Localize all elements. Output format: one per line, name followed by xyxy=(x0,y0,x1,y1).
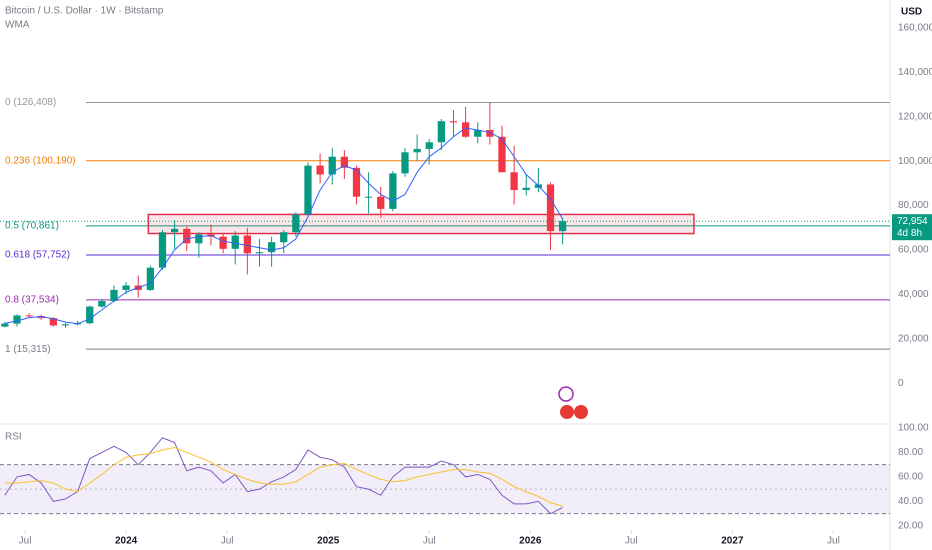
fib-label-bg xyxy=(0,248,86,261)
last-price-box xyxy=(892,214,932,241)
candle-body xyxy=(255,252,264,254)
fib-label-bg xyxy=(0,219,86,232)
candle-body xyxy=(510,172,518,191)
candle-body xyxy=(231,235,239,249)
candle-body xyxy=(49,318,57,326)
candle-body xyxy=(122,285,130,290)
x-tick-label: Jul xyxy=(221,536,234,547)
candle-body xyxy=(352,167,361,197)
candle-body xyxy=(522,187,530,191)
rsi-tick-label: 40.00 xyxy=(898,496,923,507)
candle-body xyxy=(146,267,154,290)
candle-body xyxy=(13,315,21,324)
candle-body xyxy=(158,232,167,268)
fib-label: 1 (15,315) xyxy=(5,344,51,355)
candle-body xyxy=(364,196,373,198)
candle-body xyxy=(1,323,9,327)
wma-line xyxy=(4,127,564,325)
x-tick-label: Jul xyxy=(827,536,840,547)
rsi-line xyxy=(4,437,563,515)
y-tick-label: 80,000 xyxy=(898,200,929,211)
fib-label: 0.8 (37,534) xyxy=(5,294,59,305)
candle-body xyxy=(328,156,336,175)
rsi-tick-label: 100.00 xyxy=(898,423,929,434)
candle-body xyxy=(292,214,300,233)
candle-body xyxy=(219,236,227,249)
y-tick-label: 0 xyxy=(898,378,904,389)
y-tick-label: 100,000 xyxy=(898,156,932,167)
candle-body xyxy=(280,232,288,243)
fib-label: 0 (126,408) xyxy=(5,97,56,108)
candle-body xyxy=(474,130,482,137)
zone xyxy=(147,213,695,235)
candle-body xyxy=(98,301,106,307)
rsi-line xyxy=(4,447,563,507)
candle-body xyxy=(377,196,385,209)
event-icon[interactable] xyxy=(560,405,574,419)
rsi-title: RSI xyxy=(5,432,22,443)
x-tick-label: 2025 xyxy=(317,536,340,547)
fib-label-bg xyxy=(0,293,86,306)
candle-body xyxy=(25,315,33,317)
y-tick-label: 140,000 xyxy=(898,67,932,78)
y-tick-label: 60,000 xyxy=(898,245,929,256)
currency: USD xyxy=(901,7,922,18)
fib-label-bg xyxy=(0,343,86,356)
x-tick-label: 2026 xyxy=(519,536,542,547)
candle-body xyxy=(461,122,470,137)
fib-label-bg xyxy=(0,154,86,167)
candle-body xyxy=(61,324,70,326)
chart-title: Bitcoin / U.S. Dollar · 1W · Bitstamp xyxy=(5,6,164,17)
candle-body xyxy=(316,165,324,175)
x-tick-label: Jul xyxy=(625,536,638,547)
event-icon[interactable] xyxy=(574,405,588,419)
candle-body xyxy=(243,235,251,254)
fib-label: 0.5 (70,861) xyxy=(5,220,59,231)
candle-body xyxy=(110,289,118,302)
y-tick-label: 160,000 xyxy=(898,23,932,34)
fib-label: 0.236 (100,190) xyxy=(5,155,76,166)
candle-body xyxy=(401,152,409,174)
fib-label: 0.618 (57,752) xyxy=(5,250,70,261)
candle-body xyxy=(437,121,445,143)
candle-body xyxy=(498,136,506,173)
candle-body xyxy=(304,165,312,215)
candle-body xyxy=(340,156,348,168)
candle-body xyxy=(558,221,567,232)
candle-body xyxy=(486,130,494,137)
candle-body xyxy=(195,234,203,244)
candle-body xyxy=(389,173,397,209)
y-tick-label: 20,000 xyxy=(898,333,929,344)
candle-body xyxy=(183,228,191,244)
event-icons[interactable] xyxy=(558,386,588,419)
last-price-label: 72,954 xyxy=(897,216,928,227)
candle-body xyxy=(413,148,421,153)
x-tick-label: Jul xyxy=(19,536,32,547)
y-tick-label: 40,000 xyxy=(898,289,929,300)
candle-body xyxy=(37,316,45,319)
indicator-label: WMA xyxy=(5,20,30,31)
rsi-tick-label: 80.00 xyxy=(898,447,923,458)
x-tick-label: 2024 xyxy=(115,536,138,547)
event-icon[interactable] xyxy=(558,386,574,402)
rsi-tick-label: 20.00 xyxy=(898,521,923,532)
fib-label-bg xyxy=(0,96,86,109)
x-tick-label: Jul xyxy=(423,536,436,547)
candle-body xyxy=(170,228,179,233)
x-tick-label: 2027 xyxy=(721,536,744,547)
candle-body xyxy=(267,242,276,253)
y-tick-label: 120,000 xyxy=(898,111,932,122)
rsi-tick-label: 60.00 xyxy=(898,472,923,483)
candle-body xyxy=(546,184,555,232)
candle-body xyxy=(449,121,458,123)
candle-body xyxy=(425,142,433,149)
candle-body xyxy=(86,306,94,324)
countdown: 4d 8h xyxy=(897,228,922,239)
